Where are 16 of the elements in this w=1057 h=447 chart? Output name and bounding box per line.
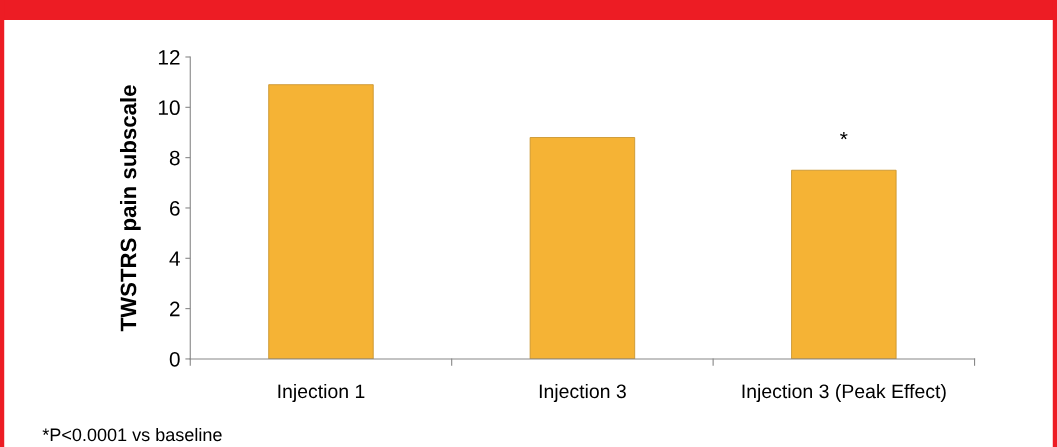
y-axis-title: TWSTRS pain subscale	[119, 85, 141, 332]
y-tick-label: 8	[169, 150, 180, 166]
x-tick-label: Injection 3	[539, 383, 626, 403]
bar	[791, 169, 897, 359]
annotation: *	[840, 131, 848, 140]
y-tick-label: 4	[169, 251, 180, 266]
y-tick-label: 2	[170, 301, 180, 317]
bar	[268, 84, 374, 359]
y-tick-label: 12	[158, 49, 180, 65]
x-tick-label: Injection 3 (Peak Effect)	[742, 383, 946, 403]
y-tick-label: 0	[169, 351, 180, 367]
y-tick-label: 10	[158, 100, 180, 116]
bar	[529, 137, 636, 359]
text: *P<0.0001 vs baseline	[42, 427, 222, 442]
x-tick-label: Injection 1	[278, 383, 365, 403]
y-tick-label: 6	[170, 200, 180, 216]
